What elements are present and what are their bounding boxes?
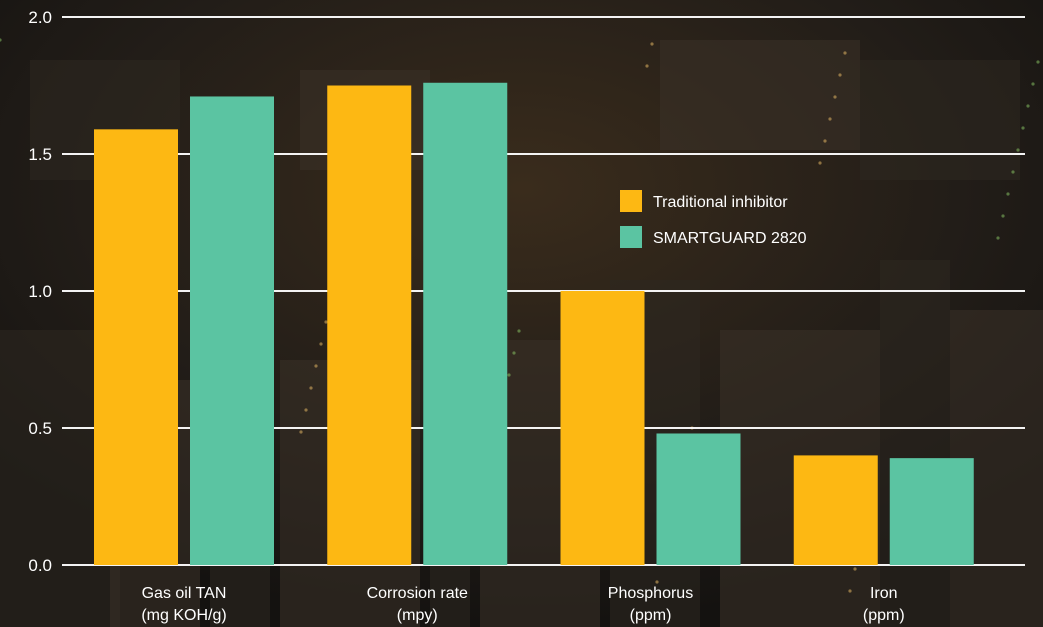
backdrop-light (1031, 82, 1035, 86)
backdrop-light (645, 64, 649, 68)
backdrop-light (1016, 148, 1020, 152)
x-tick-label-unit: (mpy) (397, 607, 438, 624)
bar-smartguard-0 (190, 96, 274, 566)
legend-swatch (620, 190, 642, 212)
backdrop-light (324, 320, 328, 324)
bar-traditional-2 (560, 291, 645, 565)
backdrop-light (1006, 192, 1010, 196)
bar-traditional-3 (793, 455, 878, 565)
bar-smartguard-1 (423, 82, 508, 565)
y-tick-label: 0.0 (28, 556, 52, 575)
legend-label: SMARTGUARD 2820 (653, 230, 807, 247)
x-tick-label-unit: (ppm) (630, 607, 672, 624)
backdrop-light (823, 139, 827, 143)
backdrop-light (833, 95, 837, 99)
backdrop-light (828, 117, 832, 121)
backdrop-light (299, 430, 303, 434)
backdrop-light (304, 408, 308, 412)
legend-label: Traditional inhibitor (653, 194, 788, 211)
backdrop-light (655, 580, 659, 584)
legend: Traditional inhibitor SMARTGUARD 2820 (620, 190, 807, 248)
x-tick-label: Phosphorus (608, 585, 693, 602)
x-axis: Gas oil TAN (mg KOH/g) Corrosion rate (mpy)… (141, 585, 904, 624)
backdrop-light (1001, 214, 1005, 218)
backdrop-light (517, 329, 521, 333)
bar-traditional-1 (327, 85, 412, 565)
backdrop-light (1036, 60, 1040, 64)
x-tick-label: Iron (870, 585, 898, 602)
backdrop-light (996, 236, 1000, 240)
backdrop-light (0, 38, 2, 42)
y-tick-label: 1.5 (28, 145, 52, 164)
y-tick-label: 0.5 (28, 419, 52, 438)
backdrop-light (650, 42, 654, 46)
bar-smartguard-3 (889, 458, 974, 565)
bar-smartguard-2 (656, 433, 741, 565)
legend-swatch (620, 226, 642, 248)
backdrop-light (512, 351, 516, 355)
backdrop-light (309, 386, 313, 390)
backdrop-light (1021, 126, 1025, 130)
backdrop-light (848, 589, 852, 593)
y-axis: 0.0 0.5 1.0 1.5 2.0 (28, 8, 52, 575)
x-tick-label: Gas oil TAN (142, 585, 227, 602)
y-tick-label: 1.0 (28, 282, 52, 301)
backdrop-light (507, 373, 511, 377)
backdrop-light (853, 567, 857, 571)
y-tick-label: 2.0 (28, 8, 52, 27)
backdrop-light (1026, 104, 1030, 108)
x-tick-label-unit: (mg KOH/g) (141, 607, 226, 624)
backdrop-light (319, 342, 323, 346)
bar-traditional-0 (94, 129, 178, 565)
backdrop-structure (660, 40, 860, 150)
x-tick-label-unit: (ppm) (863, 607, 905, 624)
backdrop-structure (880, 260, 950, 627)
backdrop-structure (860, 60, 1020, 180)
backdrop-light (838, 73, 842, 77)
x-tick-label: Corrosion rate (367, 585, 468, 602)
backdrop-light (314, 364, 318, 368)
bars (94, 82, 974, 566)
backdrop-light (1011, 170, 1015, 174)
backdrop-light (818, 161, 822, 165)
backdrop-light (843, 51, 847, 55)
